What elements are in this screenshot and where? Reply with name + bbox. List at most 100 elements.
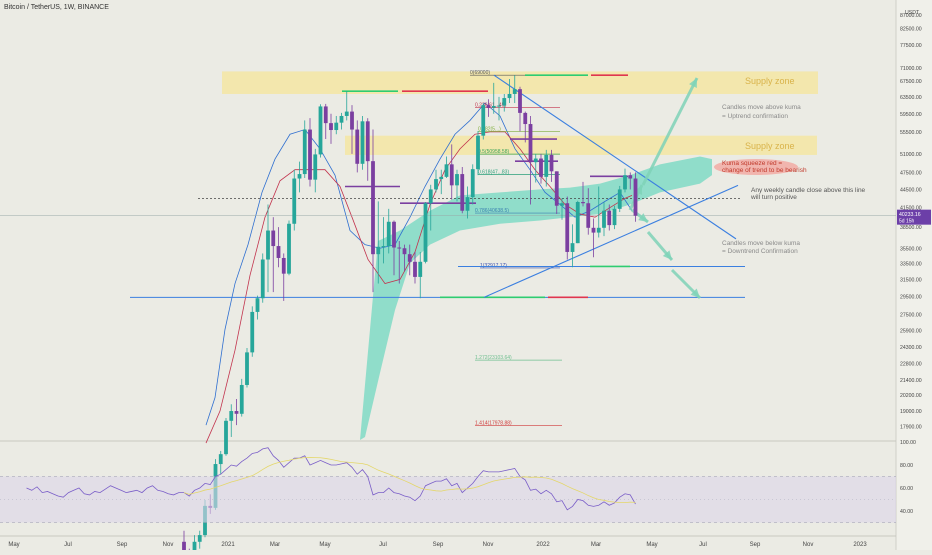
price-tick-9: 47500.00 — [900, 170, 922, 176]
candle-body-80 — [602, 210, 606, 228]
price-tick-0: 87000.00 — [900, 13, 922, 19]
candle-body-22 — [297, 174, 302, 179]
rsi-tick-0: 100.00 — [900, 440, 916, 446]
price-currency: USDT — [905, 10, 920, 16]
arrow-up-2 — [641, 77, 699, 186]
price-tick-22: 20200.00 — [900, 393, 922, 399]
price-tick-21: 21400.00 — [900, 378, 922, 384]
candle-body-31 — [344, 111, 349, 116]
price-tick-6: 59500.00 — [900, 112, 922, 118]
price-tick-16: 29500.00 — [900, 294, 922, 300]
candle-body-51 — [449, 164, 454, 186]
candle-body-15 — [260, 259, 265, 299]
time-tick-14: Sep — [750, 542, 761, 548]
candle-body-46 — [423, 203, 428, 262]
price-tick-17: 27500.00 — [900, 313, 922, 319]
candle-body-42 — [402, 248, 407, 255]
candle-body-27 — [323, 106, 328, 124]
price-tick-14: 33500.00 — [900, 261, 922, 267]
weekly-close-note-2: will turn positive — [750, 194, 797, 201]
candle-body-59 — [491, 106, 496, 108]
price-axis-panel — [896, 0, 932, 550]
candle-body-14 — [255, 298, 260, 312]
candle-body-66 — [528, 124, 533, 163]
candle-body-50 — [444, 164, 449, 177]
candle-body-0 — [182, 541, 186, 555]
candle-body-62 — [507, 93, 512, 99]
candle-body-23 — [302, 129, 307, 175]
price-tick-1: 82500.00 — [900, 27, 922, 33]
price-tick-12: 38500.00 — [900, 225, 922, 231]
downtrend-note-1: Candles move below kuma — [722, 240, 800, 247]
arrow-down-2-head — [662, 250, 672, 260]
candle-body-85 — [628, 175, 633, 179]
price-tick-4: 67500.00 — [900, 79, 922, 85]
candle-body-47 — [428, 189, 433, 204]
price-tick-5: 63500.00 — [900, 95, 922, 101]
candle-body-37 — [376, 246, 381, 255]
price-tick-23: 19000.00 — [900, 409, 922, 415]
price-tick-18: 25900.00 — [900, 328, 922, 334]
candle-body-2 — [192, 541, 197, 555]
time-tick-3: Nov — [163, 542, 174, 548]
candle-body-61 — [502, 98, 507, 106]
time-tick-8: Sep — [433, 542, 444, 548]
candle-body-36 — [371, 161, 375, 255]
candle-body-52 — [455, 174, 459, 186]
descending-trendline — [493, 74, 737, 240]
candle-body-81 — [607, 210, 612, 226]
ascending-trendline — [483, 184, 739, 298]
price-tick-8: 51000.00 — [900, 152, 922, 158]
candle-body-49 — [439, 176, 444, 180]
candle-body-57 — [481, 105, 486, 136]
candle-body-58 — [486, 105, 491, 108]
candle-body-30 — [339, 115, 344, 123]
uptrend-note-2: = Uptrend confirmation — [722, 113, 788, 120]
supply-zone-top-label: Supply zone — [745, 76, 795, 86]
candle-body-71 — [554, 171, 559, 206]
candle-body-53 — [460, 174, 465, 211]
fib-label-2: 0.382(5...) — [478, 126, 501, 132]
time-tick-11: Mar — [591, 542, 601, 548]
price-tick-2: 77500.00 — [900, 43, 922, 49]
current-price-tag — [897, 209, 931, 225]
rsi-line — [26, 447, 636, 511]
current-price-label: 40233.16 — [899, 212, 921, 218]
time-tick-15: Nov — [803, 542, 814, 548]
time-tick-6: May — [319, 542, 330, 548]
time-tick-5: Mar — [270, 542, 280, 548]
candle-body-48 — [434, 179, 438, 190]
rsi-tick-1: 80.00 — [900, 463, 913, 469]
time-tick-10: 2022 — [536, 542, 550, 548]
supply-zone-mid — [345, 135, 817, 155]
candle-body-26 — [318, 106, 323, 155]
fib-label-0: 0(69000) — [470, 70, 490, 76]
price-tick-15: 31500.00 — [900, 277, 922, 283]
candle-body-24 — [308, 129, 312, 180]
candle-body-44 — [413, 261, 417, 277]
tenkan-line — [205, 102, 633, 426]
fib-label-8: 1.414(17978.88) — [475, 420, 512, 426]
candle-body-40 — [392, 221, 396, 248]
price-tick-11: 41500.00 — [900, 206, 922, 212]
price-tick-10: 44500.00 — [900, 187, 922, 193]
candle-body-45 — [418, 261, 423, 277]
arrow-down-1-head — [638, 213, 648, 222]
candle-body-38 — [381, 246, 386, 248]
fib-label-6: 1(32917.17) — [480, 263, 507, 269]
price-tick-7: 55500.00 — [900, 130, 922, 136]
fib-label-3: 0.5(50958.58) — [478, 149, 509, 155]
candle-body-33 — [355, 129, 360, 164]
candle-body-43 — [407, 254, 412, 262]
candle-body-56 — [476, 135, 480, 170]
candle-body-69 — [544, 154, 549, 177]
candle-body-67 — [533, 158, 538, 163]
countdown-label: 5d 15h — [899, 219, 915, 225]
time-tick-13: Jul — [699, 542, 707, 548]
arrow-up-1-head — [634, 185, 643, 195]
candle-body-82 — [612, 208, 617, 226]
candle-body-41 — [397, 247, 402, 249]
candle-body-32 — [350, 111, 354, 130]
